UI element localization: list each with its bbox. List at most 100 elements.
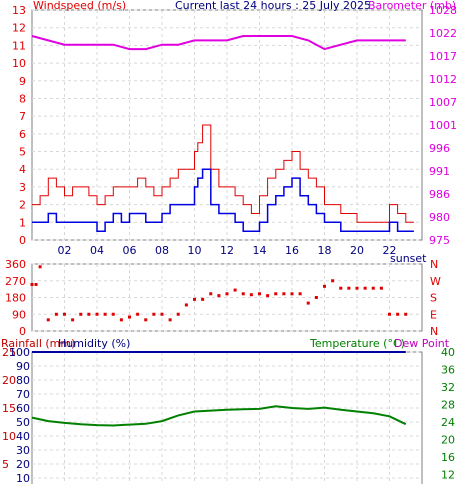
direction-point (209, 292, 213, 296)
direction-point (87, 312, 91, 316)
temperature-tick-label: 16 (441, 451, 455, 464)
windspeed-tick-label: 11 (12, 39, 26, 52)
direction-point (282, 292, 286, 296)
barometer-axis-labels: 975 980 986 991 996 1001 1007 1012 1017 1022 1028 (429, 4, 457, 247)
direction-point (54, 312, 58, 316)
barometer-tick-label: 1017 (429, 50, 457, 63)
direction-compass-tick: N (430, 325, 438, 338)
hour-tick-label: 18 (318, 244, 332, 257)
barometer-tick-label: 975 (429, 234, 450, 247)
hour-tick-label: 08 (155, 244, 169, 257)
direction-compass-tick: W (430, 275, 441, 288)
direction-compass-tick: S (430, 292, 437, 305)
direction-point (233, 288, 237, 292)
direction-point (396, 312, 400, 316)
direction-point (111, 312, 115, 316)
direction-point (298, 292, 302, 296)
direction-point (71, 318, 75, 322)
windspeed-tick-label: 6 (19, 128, 26, 141)
direction-point (168, 318, 172, 322)
humidity-tick-label: 100 (9, 346, 30, 359)
hour-tick-label: 04 (90, 244, 104, 257)
barometer-tick-label: 1028 (429, 4, 457, 17)
direction-degree-tick: 90 (12, 308, 26, 321)
hour-tick-label: 06 (123, 244, 137, 257)
direction-point (266, 294, 270, 298)
windspeed-tick-label: 7 (19, 110, 26, 123)
humidity-tick-label: 60 (16, 402, 30, 415)
barometer-tick-label: 1007 (429, 96, 457, 109)
hour-tick-label: 02 (58, 244, 72, 257)
temperature-tick-label: 12 (441, 469, 455, 482)
direction-point (225, 292, 229, 296)
direction-point (371, 286, 375, 290)
windspeed-tick-label: 10 (12, 57, 26, 70)
direction-point (103, 312, 107, 316)
windspeed-tick-label: 8 (19, 92, 26, 105)
direction-point (38, 265, 42, 269)
temperature-tick-label: 20 (441, 434, 455, 447)
windspeed-tick-label: 2 (19, 199, 26, 212)
direction-point (290, 292, 294, 296)
humidity-tick-label: 80 (16, 374, 30, 387)
direction-point (79, 312, 83, 316)
direction-point (306, 301, 310, 305)
direction-compass-tick: E (430, 308, 437, 321)
humidity-tick-label: 10 (16, 472, 30, 484)
hour-tick-label: 20 (350, 244, 364, 257)
direction-point (363, 286, 367, 290)
barometer-label: Barometer (mb) (368, 0, 456, 12)
direction-point (46, 318, 50, 322)
windspeed-tick-label: 12 (12, 22, 26, 35)
hour-axis-labels: 02 04 06 08 10 12 14 16 18 20 22 (58, 244, 397, 257)
wind-gust-line (32, 124, 414, 223)
direction-degree-labels: 0 90 180 270 360 (5, 258, 26, 338)
direction-point (258, 292, 261, 296)
rainfall-axis-labels: 0510152025 (2, 346, 16, 471)
direction-gridlines (32, 263, 422, 332)
rainfall-tick-label: 10 (2, 430, 16, 443)
temperature-line (31, 405, 407, 427)
direction-point (339, 286, 343, 290)
direction-point (323, 284, 326, 288)
temperature-gridlines (32, 351, 422, 484)
hour-tick-label: 16 (285, 244, 299, 257)
rainfall-tick-label: 5 (2, 458, 9, 471)
rainfall-tick-label: 20 (2, 374, 16, 387)
direction-point (331, 279, 335, 283)
direction-point (152, 312, 156, 316)
humidity-tick-label: 70 (16, 388, 30, 401)
humidity-label: Humidity (%) (58, 337, 130, 350)
sunset-label: sunset (390, 252, 427, 265)
windspeed-label: Windspeed (m/s) (33, 0, 126, 12)
direction-point (160, 312, 164, 316)
temperature-tick-label: 40 (441, 346, 455, 359)
temperature-tick-label: 36 (441, 364, 455, 377)
direction-point (95, 312, 99, 316)
direction-point (30, 282, 34, 286)
wind-average-line (32, 168, 414, 232)
direction-point (314, 296, 318, 299)
direction-point (136, 312, 140, 316)
chart-title: Current last 24 hours : 25 July 2025 (175, 0, 371, 12)
direction-point (379, 286, 383, 290)
windspeed-tick-label: 5 (19, 146, 26, 159)
direction-degree-tick: 0 (19, 325, 26, 338)
direction-point (217, 294, 221, 298)
barometer-tick-label: 1001 (429, 119, 457, 132)
direction-point (34, 282, 38, 286)
hour-tick-label: 12 (220, 244, 234, 257)
windspeed-tick-label: 0 (19, 234, 26, 247)
humidity-tick-label: 20 (16, 458, 30, 471)
temperature-panel: 0510152025 0102030405060708090100 812162… (2, 346, 455, 484)
direction-points (30, 265, 408, 322)
direction-point (176, 312, 180, 316)
barometer-tick-label: 986 (429, 188, 450, 201)
barometer-tick-label: 991 (429, 165, 450, 178)
direction-point (404, 312, 408, 316)
windspeed-tick-label: 9 (19, 75, 26, 88)
direction-point (128, 315, 131, 319)
